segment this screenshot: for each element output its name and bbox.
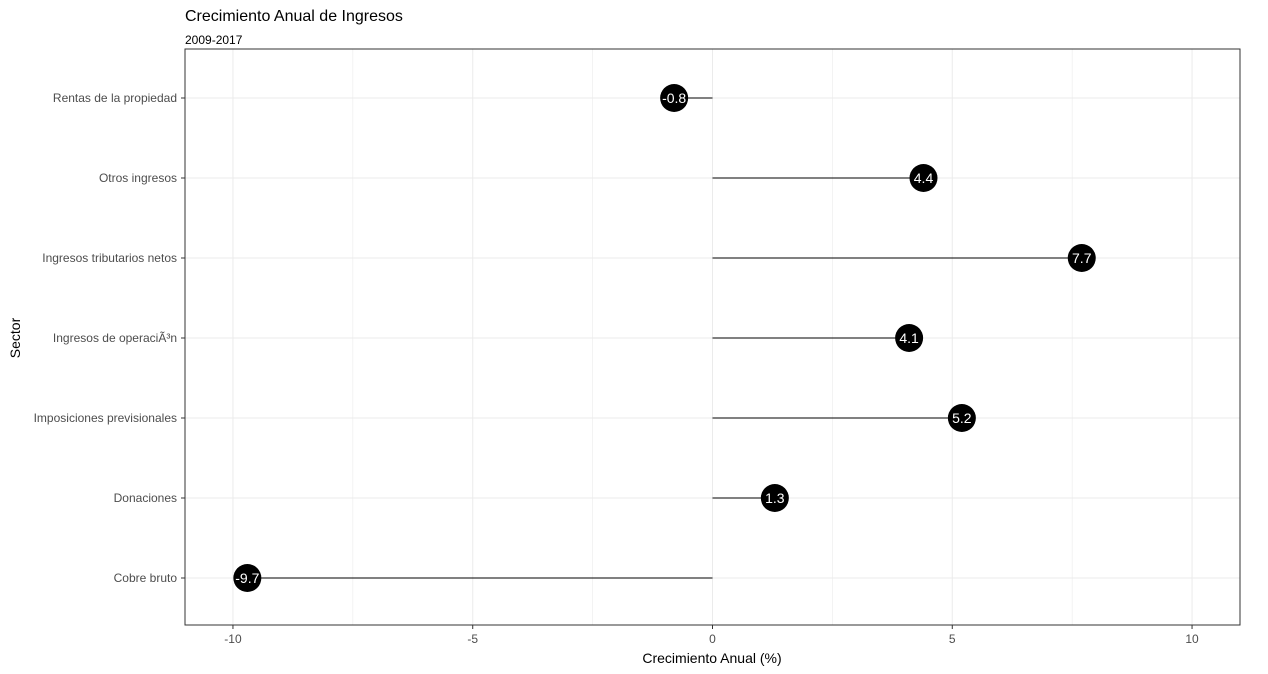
lollipop-dots: -0.8 4.4 7.7 4.1 5.2 1.3 -9.7 (233, 84, 1096, 592)
x-tick-label: 0 (709, 632, 716, 646)
x-axis-title: Crecimiento Anual (%) (642, 650, 781, 666)
lollipop-dot (909, 164, 938, 192)
grid-lines (185, 49, 1240, 625)
lollipop-dot (1067, 244, 1096, 272)
dot-value-label: -0.8 (662, 90, 686, 106)
y-tick-label: Ingresos tributarios netos (42, 251, 177, 265)
dot-value-label: 7.7 (1072, 250, 1092, 266)
lollipop-dot (660, 84, 689, 112)
x-tick-label: 10 (1185, 632, 1199, 646)
y-axis-title: Sector (7, 317, 23, 358)
lollipop-dot (233, 564, 262, 592)
dot-value-label: 4.4 (914, 170, 934, 186)
dot-value-label: 1.3 (765, 490, 785, 506)
dot-value-label: 5.2 (952, 410, 972, 426)
dot-value-label: 4.1 (899, 330, 919, 346)
y-tick-label: Ingresos de operaciÃ³n (53, 331, 177, 345)
y-tick-label: Donaciones (114, 491, 177, 505)
y-tick-label: Otros ingresos (99, 171, 177, 185)
y-tick-label: Imposiciones previsionales (34, 411, 177, 425)
dot-value-label: -9.7 (235, 570, 259, 586)
y-tick-label: Cobre bruto (114, 571, 178, 585)
lollipop-dot (760, 484, 789, 512)
lollipop-dot (895, 324, 924, 352)
lollipop-dot (947, 404, 976, 432)
y-tick-label: Rentas de la propiedad (53, 91, 177, 105)
x-tick-label: -10 (224, 632, 242, 646)
y-axis-ticks: Rentas de la propiedad Otros ingresos Ingr… (34, 91, 185, 585)
chart-subtitle: 2009-2017 (185, 33, 243, 47)
x-tick-label: -5 (467, 632, 478, 646)
x-axis-ticks: -10 -5 0 5 10 (224, 625, 1199, 646)
x-tick-label: 5 (949, 632, 956, 646)
chart-title: Crecimiento Anual de Ingresos (185, 8, 403, 25)
